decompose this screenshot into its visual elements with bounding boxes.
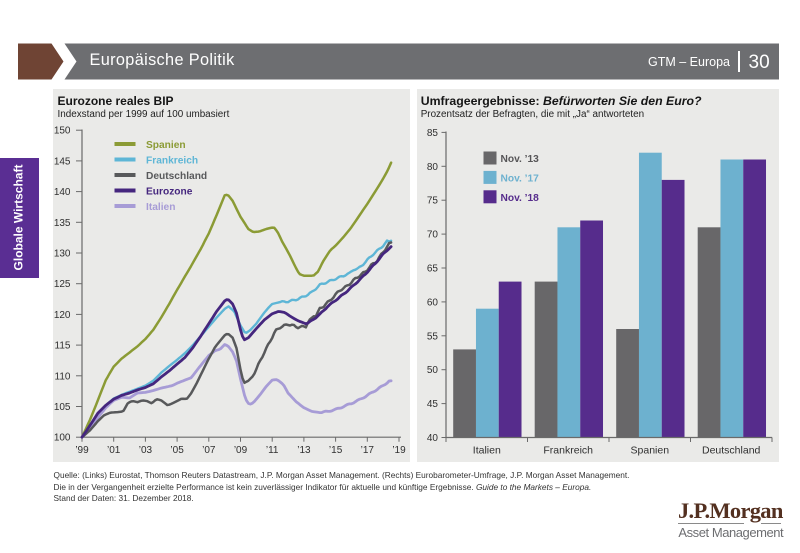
svg-text:80: 80 (427, 162, 439, 173)
svg-text:65: 65 (427, 264, 439, 275)
svg-text:Eurozone: Eurozone (146, 186, 193, 197)
svg-text:’15: ’15 (329, 445, 343, 456)
svg-text:115: 115 (55, 341, 71, 352)
svg-text:’05: ’05 (170, 445, 184, 456)
svg-text:150: 150 (54, 126, 71, 137)
svg-text:’07: ’07 (202, 445, 216, 456)
svg-text:’99: ’99 (75, 445, 89, 456)
svg-text:Frankreich: Frankreich (146, 155, 198, 166)
svg-text:Frankreich: Frankreich (543, 444, 593, 456)
svg-text:75: 75 (427, 196, 439, 207)
svg-text:Deutschland: Deutschland (702, 444, 761, 456)
svg-text:Spanien: Spanien (631, 444, 670, 456)
svg-text:45: 45 (427, 399, 439, 410)
svg-text:’13: ’13 (297, 445, 311, 456)
svg-text:60: 60 (427, 297, 439, 308)
svg-text:’17: ’17 (361, 445, 375, 456)
svg-text:70: 70 (427, 230, 439, 241)
svg-text:130: 130 (54, 249, 71, 260)
svg-text:Spanien: Spanien (146, 140, 186, 151)
svg-text:135: 135 (54, 218, 71, 229)
svg-text:’19: ’19 (392, 445, 406, 456)
svg-text:’03: ’03 (139, 445, 153, 456)
svg-text:55: 55 (427, 331, 439, 342)
svg-text:125: 125 (54, 279, 71, 290)
svg-text:Nov. ’17: Nov. ’17 (501, 173, 540, 184)
svg-text:’11: ’11 (266, 445, 279, 456)
svg-text:85: 85 (427, 128, 439, 139)
svg-text:40: 40 (427, 433, 439, 444)
svg-text:Nov. ’18: Nov. ’18 (501, 193, 540, 204)
svg-text:Italien: Italien (146, 202, 175, 213)
svg-text:140: 140 (54, 187, 71, 198)
svg-text:110: 110 (55, 371, 71, 382)
svg-text:100: 100 (54, 433, 71, 444)
svg-text:120: 120 (54, 310, 71, 321)
svg-text:50: 50 (427, 365, 439, 376)
svg-text:Nov. ’13: Nov. ’13 (501, 154, 540, 165)
svg-text:Deutschland: Deutschland (146, 171, 207, 182)
svg-text:’01: ’01 (107, 445, 121, 456)
svg-text:105: 105 (54, 402, 71, 413)
svg-text:145: 145 (54, 156, 71, 167)
svg-text:Italien: Italien (473, 444, 501, 456)
svg-text:’09: ’09 (234, 445, 248, 456)
